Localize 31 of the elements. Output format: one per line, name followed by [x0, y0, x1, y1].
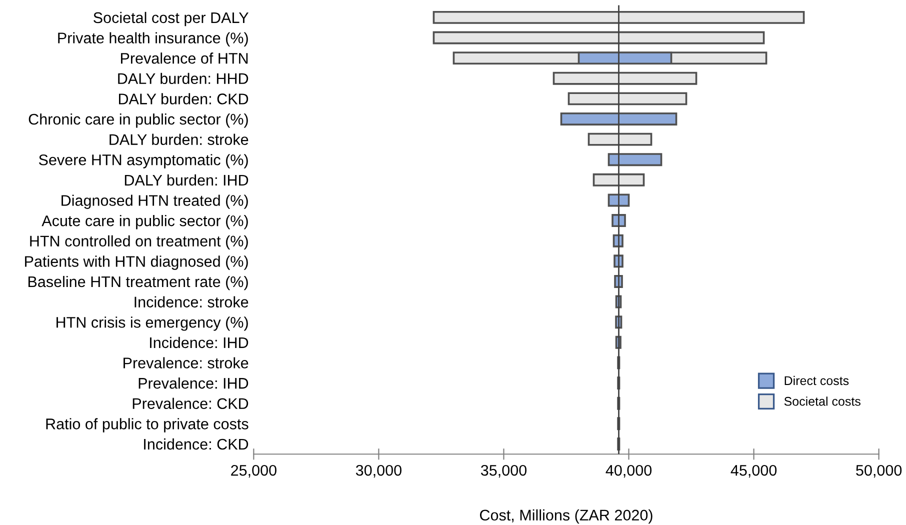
y-tick-label: Acute care in public sector (%)	[42, 215, 248, 230]
y-tick-label: Severe HTN asymptomatic (%)	[38, 154, 248, 168]
y-tick-label: Incidence: stroke	[134, 296, 248, 308]
x-tick-label: 25,000	[231, 464, 276, 478]
y-tick-label: Prevalence: IHD	[138, 378, 248, 389]
y-tick-label: Ratio of public to private costs	[46, 418, 248, 432]
legend-label: Societal costs	[784, 396, 860, 406]
y-tick-label: Prevalence: stroke	[124, 357, 248, 368]
y-tick-label: HTN crisis is emergency (%)	[56, 316, 248, 331]
x-axis-title: Cost, Millions (ZAR 2020)	[480, 509, 652, 524]
y-tick-label: Prevalence: CKD	[132, 398, 248, 410]
y-tick-label: DALY burden: IHD	[124, 174, 248, 186]
x-tick-label: 40,000	[606, 464, 652, 478]
y-tick-label: Private health insurance (%)	[58, 32, 248, 46]
x-tick-label: 50,000	[856, 464, 902, 478]
y-tick-label: HTN controlled on treatment (%)	[30, 235, 248, 250]
x-tick-label: 45,000	[730, 464, 777, 478]
y-tick-label: Prevalence of HTN	[121, 52, 248, 64]
y-tick-label: DALY burden: stroke	[110, 134, 248, 145]
y-tick-label: Patients with HTN diagnosed (%)	[25, 256, 248, 270]
y-tick-label: Baseline HTN treatment rate (%)	[28, 276, 248, 290]
y-tick-label: Diagnosed HTN treated (%)	[62, 194, 248, 209]
x-tick-label: 35,000	[480, 464, 527, 478]
x-tick-label: 30,000	[356, 464, 402, 478]
y-tick-label: Chronic care in public sector (%)	[28, 113, 248, 128]
legend-label: Direct costs	[784, 376, 849, 386]
y-tick-label: Incidence: IHD	[150, 336, 248, 348]
y-tick-label: Incidence: CKD	[144, 438, 248, 450]
y-tick-label: DALY burden: CKD	[119, 93, 248, 104]
y-tick-label: Societal cost per DALY	[94, 12, 248, 26]
y-tick-label: DALY burden: HHD	[118, 72, 248, 84]
